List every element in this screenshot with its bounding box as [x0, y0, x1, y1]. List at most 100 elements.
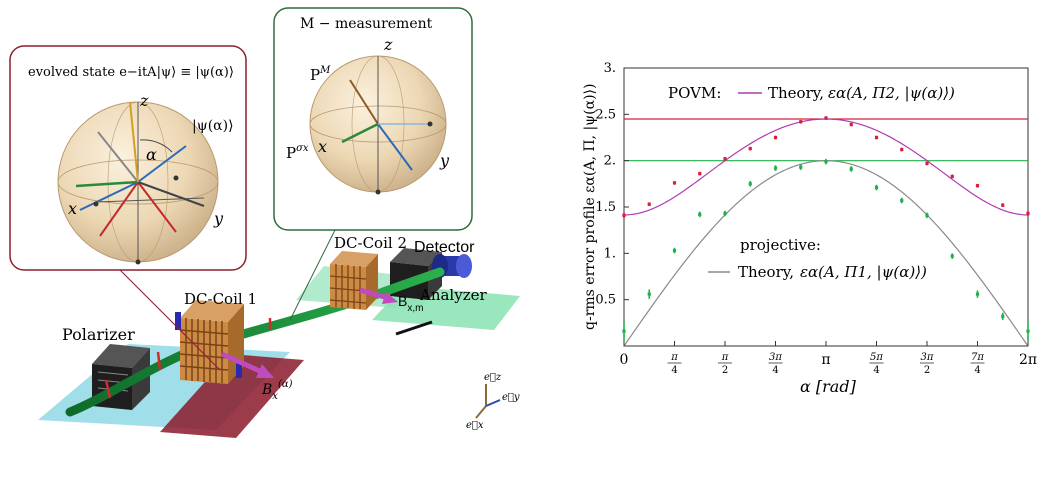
- data-point: [773, 135, 778, 140]
- data-point: [849, 167, 853, 171]
- x-tick-label: 2π: [1019, 352, 1037, 368]
- sphere-right-pm-label: PM: [310, 65, 331, 84]
- detector-label: Detector: [414, 239, 475, 256]
- field1-sub: x: [272, 391, 278, 402]
- data-point: [824, 116, 828, 120]
- data-point: [874, 185, 879, 190]
- data-point: [647, 202, 651, 206]
- data-point: [799, 120, 803, 124]
- coil1-label: DC-Coil 1: [184, 290, 257, 308]
- field-arrow-head: [256, 364, 274, 378]
- pm-sup: M: [319, 65, 331, 76]
- sphere-right-x-label: x: [318, 137, 327, 156]
- stage-arrow: [395, 320, 433, 336]
- analyzer-label: Analyzer: [419, 286, 487, 304]
- data-point: [622, 329, 626, 333]
- proj-formula: εα(A, Π1, |ψ(α)⟩): [800, 263, 927, 281]
- data-point: [1001, 314, 1005, 318]
- data-point: [748, 147, 752, 151]
- data-point: [773, 166, 778, 170]
- data-point: [748, 182, 752, 186]
- spin-arrow: [104, 379, 112, 399]
- proj-theory: Theory,: [738, 263, 794, 281]
- povm-theory: Theory,: [768, 84, 824, 102]
- data-point: [975, 292, 980, 296]
- x-tick-numerator: π: [670, 352, 678, 363]
- data-point: [1026, 211, 1030, 216]
- field1-label: Bx(α): [261, 379, 293, 402]
- sphere-left-x-label: x: [68, 199, 77, 218]
- y-tick-label: 2.: [604, 154, 616, 169]
- data-point: [900, 198, 904, 203]
- x-tick-label: 0: [620, 352, 629, 368]
- coordinate-frame: [475, 384, 501, 419]
- axis-ex-label: e⃗x: [466, 420, 484, 431]
- x-tick-fraction: 7π4: [970, 352, 985, 376]
- y-tick-label: 1.: [604, 246, 616, 261]
- data-point: [647, 292, 651, 296]
- povm-formula: εα(A, Π2, |ψ(α)⟩): [828, 84, 955, 102]
- data-point: [975, 184, 980, 188]
- x-tick-denominator: 4: [873, 365, 879, 376]
- povm-label: POVM:: [668, 84, 721, 102]
- y-axis-label: q-rms error profile εα(A, Π, |ψ(α)⟩): [582, 84, 598, 330]
- x-tick-fraction: π2: [718, 352, 732, 376]
- x-tick-fraction: 5π4: [869, 352, 884, 376]
- sphere-right-y-label: y: [439, 151, 450, 170]
- proj-label: projective:: [740, 236, 821, 254]
- data-point: [1026, 329, 1030, 333]
- data-point: [849, 122, 853, 127]
- data-point: [672, 248, 677, 253]
- x-tick-numerator: 3π: [921, 352, 934, 363]
- spin-arrow: [156, 351, 162, 371]
- reference-lines: [624, 118, 1028, 162]
- pm-main: P: [310, 66, 320, 84]
- inset-left-title: evolved state e−itA|ψ⟩ ≡ |ψ(α)⟩: [28, 65, 234, 80]
- theory-curves: [623, 118, 1029, 347]
- x-tick-fraction: π4: [667, 352, 682, 376]
- data-point: [950, 174, 954, 179]
- field-arrow-b-xm: [359, 287, 389, 301]
- data-point: [950, 254, 954, 258]
- data-point: [925, 161, 929, 166]
- polarizer-label: Polarizer: [62, 325, 135, 344]
- x-tick-denominator: 4: [772, 365, 778, 376]
- data-point: [925, 213, 929, 217]
- ps-main: P: [286, 144, 296, 162]
- sphere-left-y-label: y: [213, 209, 224, 228]
- sphere-right-z-label: z: [383, 35, 393, 54]
- inset-connector: [289, 227, 337, 321]
- setup-diagram: evolved state e−itA|ψ⟩ ≡ |ψ(α)⟩ M − meas…: [9, 7, 520, 438]
- axis-ez-label: e⃗z: [484, 372, 502, 383]
- data-point: [622, 213, 626, 217]
- x-tick-label: π: [821, 352, 830, 368]
- x-tick-denominator: 2: [722, 365, 728, 376]
- data-point: [698, 212, 702, 217]
- x-tick-numerator: 5π: [870, 352, 883, 363]
- plot-frame: [623, 67, 1029, 347]
- field2-sub: x,m: [407, 303, 423, 314]
- x-tick-denominator: 4: [671, 365, 677, 376]
- field-arrow-head: [382, 292, 398, 304]
- y-ticks: 0.5 1. 1.5 2. 2.5 3.: [595, 61, 629, 308]
- x-tick-numerator: π: [721, 352, 729, 363]
- sphere-right-ps-label: Pσx: [286, 143, 309, 162]
- y-tick-label: 3.: [604, 61, 616, 76]
- data-point: [874, 135, 879, 140]
- x-axis-label: α [rad]: [800, 377, 857, 396]
- inset-right-title: M − measurement: [300, 16, 433, 32]
- field1-sup: (α): [278, 379, 293, 390]
- bloch-sphere-right: [309, 55, 447, 195]
- data-point: [723, 157, 727, 161]
- y-tick-label: 0.5: [595, 293, 616, 308]
- bloch-sphere-left: [57, 101, 219, 265]
- data-point: [672, 181, 677, 185]
- data-point: [1001, 203, 1005, 207]
- theory-curve-line: [623, 160, 1029, 347]
- x-tick-fraction: 3π4: [768, 352, 783, 376]
- data-point: [723, 211, 727, 216]
- theory-curve-line: [623, 118, 1029, 216]
- ps-sup: σx: [296, 143, 309, 154]
- data-point: [799, 165, 803, 169]
